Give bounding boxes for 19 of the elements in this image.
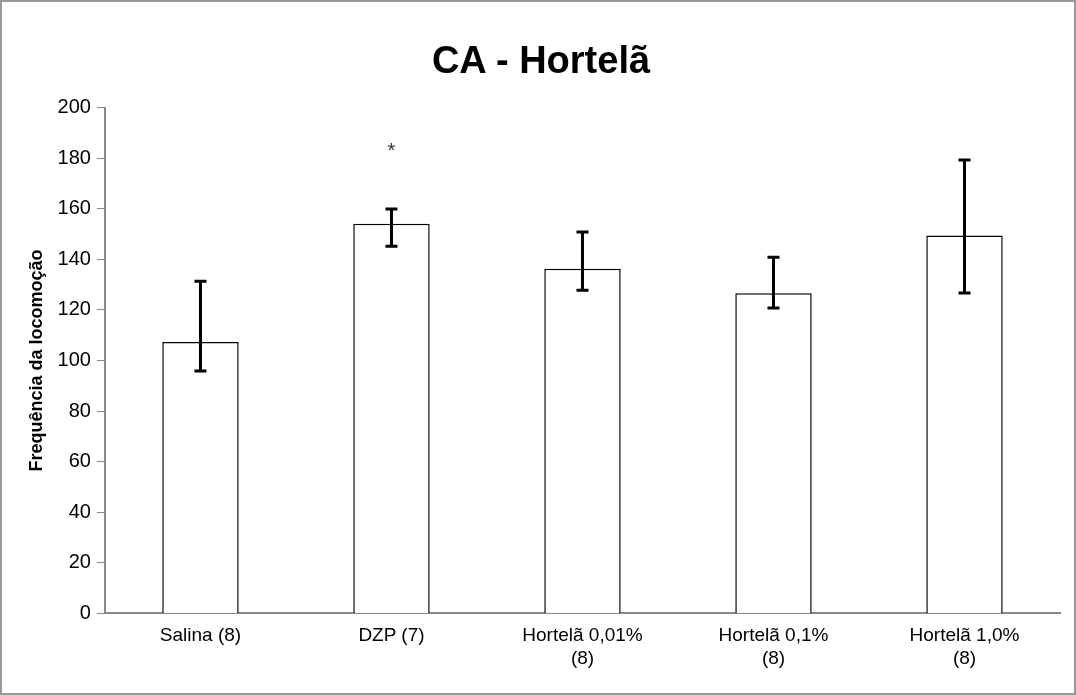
y-tick-label: 140 [57,246,91,269]
chart-title: CA - Hortelã [431,39,651,82]
x-tick-label: DZP (7) [358,624,425,646]
annotation: * [387,139,396,162]
y-tick-label: 180 [57,145,91,168]
y-tick-label: 160 [57,196,91,219]
y-axis-title: Frequência da locomoção [25,249,46,472]
y-tick-label: 100 [57,348,91,371]
x-tick-label: Hortelã 1,0% (8) [909,624,1020,668]
x-tick-label: Salina (8) [159,624,242,646]
y-tick-label: 0 [79,600,91,623]
x-tick-label: Hortelã 0,1% (8) [718,624,829,668]
y-tick-label: 120 [57,297,91,320]
y-tick-label: 40 [68,499,91,522]
y-tick-label: 200 [57,95,91,118]
y-tick-label: 20 [68,550,91,573]
x-tick-label: Hortelã 0,01% (8) [522,624,643,668]
y-tick-label: 80 [68,398,91,421]
y-tick-label: 60 [68,449,91,472]
